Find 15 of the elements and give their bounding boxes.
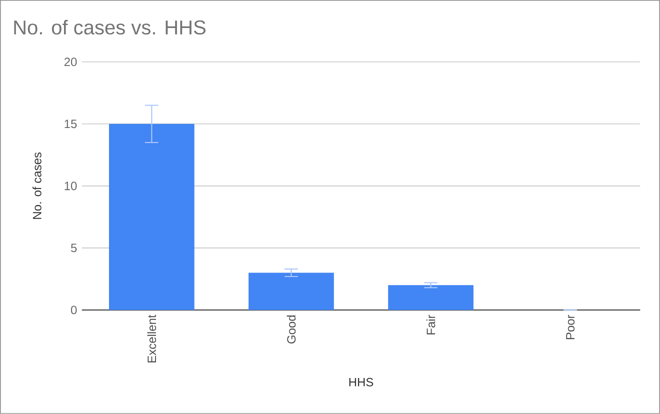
bar bbox=[388, 285, 474, 310]
bar bbox=[109, 124, 194, 310]
chart-title: No. of cases vs. HHS bbox=[14, 20, 206, 35]
y-tick-label: 0 bbox=[70, 306, 77, 314]
y-tick-label: 5 bbox=[71, 244, 77, 252]
y-axis-title: No. of cases bbox=[32, 152, 42, 219]
x-tick-label: Poor bbox=[566, 314, 575, 340]
y-tick-label: 20 bbox=[64, 58, 77, 66]
x-axis-title: HHS bbox=[349, 378, 374, 386]
bar bbox=[248, 272, 334, 310]
y-tick-label: 15 bbox=[64, 120, 77, 128]
x-tick-label: Excellent bbox=[147, 314, 156, 362]
y-tick-label: 10 bbox=[64, 182, 77, 190]
x-tick-label: Good bbox=[286, 316, 296, 344]
x-tick-label: Fair bbox=[426, 314, 436, 334]
